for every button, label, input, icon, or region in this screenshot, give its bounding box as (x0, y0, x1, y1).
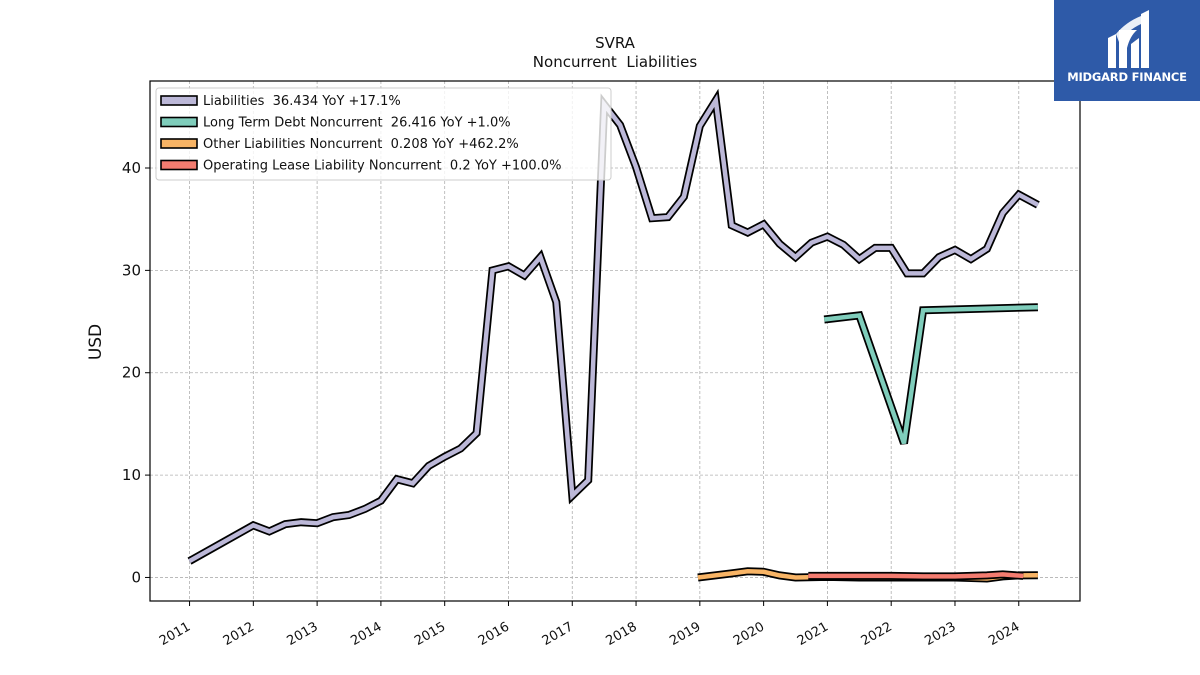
x-tick-label: 2023 (922, 619, 958, 649)
series-line-3 (808, 572, 1024, 579)
chart-subtitle: Noncurrent Liabilities (533, 53, 698, 71)
x-tick-label: 2018 (603, 619, 639, 649)
y-tick-label: 10 (122, 466, 141, 484)
legend-swatch-0 (160, 95, 198, 106)
y-tick-label: 40 (122, 159, 141, 177)
legend-label-0: Liabilities 36.434 YoY +17.1% (203, 94, 401, 109)
brand-logo: MIDGARD FINANCE (1054, 0, 1200, 101)
x-tick-label: 2020 (731, 619, 767, 649)
x-tick-label: 2011 (157, 619, 193, 649)
y-axis-ticks: 0 10 20 30 40 (122, 159, 150, 586)
legend-box (155, 87, 612, 181)
legend-label-3: Operating Lease Liability Noncurrent 0.2… (203, 159, 561, 174)
legend-swatch-2 (160, 138, 198, 149)
x-tick-label: 2014 (348, 619, 384, 649)
x-tick-label: 2016 (476, 619, 512, 649)
x-tick-label: 2021 (795, 619, 831, 649)
x-tick-label: 2022 (859, 619, 895, 649)
series-line-1 (823, 304, 1038, 445)
plot-area-frame (149, 80, 1081, 602)
series-outline-1 (823, 303, 1039, 445)
y-tick-label: 0 (131, 568, 141, 586)
legend: Liabilities 36.434 YoY +17.1% Long Term D… (155, 87, 612, 181)
y-tick-label: 30 (122, 261, 141, 279)
x-tick-label: 2012 (221, 619, 257, 649)
x-axis-ticks: 2011 2012 2013 2014 2015 2016 2017 2018 2019 2020… (157, 601, 1022, 649)
legend-swatch-3 (160, 159, 198, 171)
x-tick-label: 2017 (540, 619, 576, 649)
x-tick-label: 2019 (667, 619, 703, 649)
x-tick-label: 2024 (986, 619, 1022, 649)
logo-wordmark: MIDGARD FINANCE (1067, 70, 1187, 84)
series-lines (187, 88, 1040, 583)
logo-mark-icon (1108, 10, 1149, 68)
legend-swatch-1 (160, 116, 198, 128)
y-axis-label: USD (86, 324, 106, 360)
chart-title: SVRA (595, 34, 636, 52)
legend-label-1: Long Term Debt Noncurrent 26.416 YoY +1.… (203, 116, 511, 131)
x-tick-label: 2015 (412, 619, 448, 649)
legend-label-2: Other Liabilities Noncurrent 0.208 YoY +… (203, 137, 519, 152)
x-tick-label: 2013 (285, 619, 321, 649)
series-line-0 (188, 93, 1039, 564)
y-tick-label: 20 (122, 364, 141, 382)
